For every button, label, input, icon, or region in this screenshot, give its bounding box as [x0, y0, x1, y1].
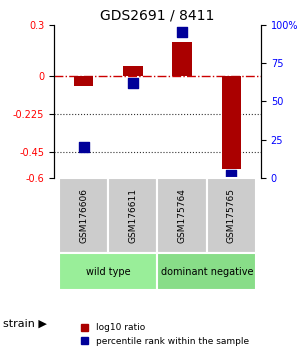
Text: wild type: wild type: [86, 267, 130, 276]
Legend: log10 ratio, percentile rank within the sample: log10 ratio, percentile rank within the …: [78, 320, 252, 349]
FancyBboxPatch shape: [59, 178, 108, 253]
FancyBboxPatch shape: [158, 178, 207, 253]
Bar: [74, 76, 93, 86]
Point: [180, 30, 184, 35]
FancyBboxPatch shape: [59, 253, 158, 290]
Text: GSM176606: GSM176606: [79, 188, 88, 243]
Text: strain ▶: strain ▶: [3, 319, 47, 329]
Point: [130, 80, 135, 86]
Title: GDS2691 / 8411: GDS2691 / 8411: [100, 8, 215, 22]
Text: GSM175764: GSM175764: [178, 188, 187, 243]
Bar: [172, 42, 192, 76]
Bar: [222, 76, 241, 170]
FancyBboxPatch shape: [158, 253, 256, 290]
Text: GSM175765: GSM175765: [227, 188, 236, 243]
Point: [81, 144, 86, 150]
Text: GSM176611: GSM176611: [128, 188, 137, 243]
Text: dominant negative: dominant negative: [160, 267, 253, 276]
FancyBboxPatch shape: [207, 178, 256, 253]
Bar: [123, 65, 143, 76]
Point: [229, 172, 234, 178]
FancyBboxPatch shape: [108, 178, 158, 253]
